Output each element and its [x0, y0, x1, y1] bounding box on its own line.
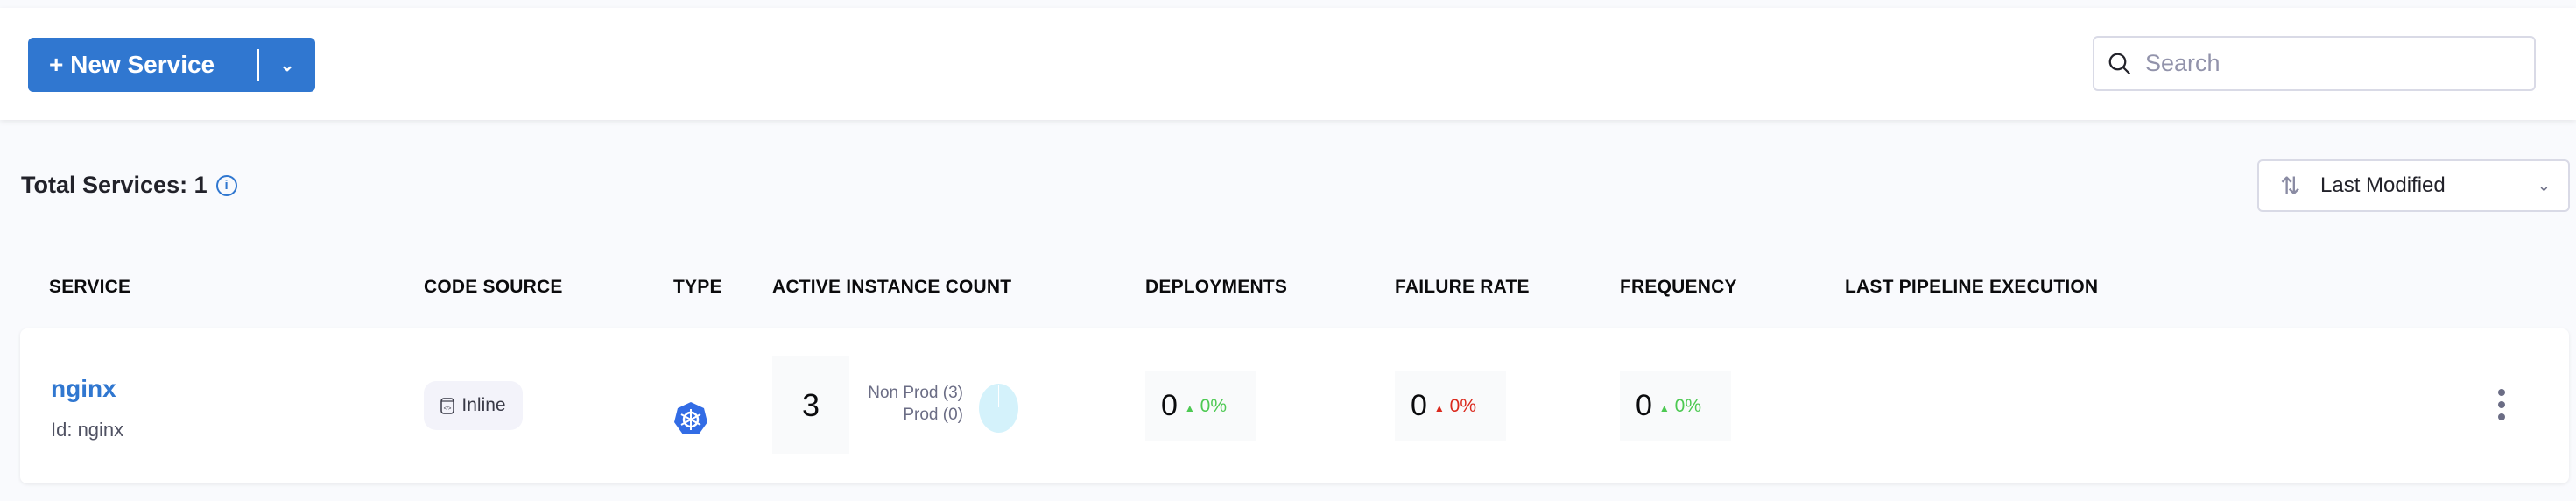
header-active-instance-count: ACTIVE INSTANCE COUNT [772, 277, 1012, 297]
new-service-label: + New Service [49, 51, 215, 78]
table-row[interactable] [20, 328, 2569, 483]
frequency-change: 0% [1674, 395, 1702, 416]
active-instance-count: 3 [772, 356, 849, 454]
search-icon [2108, 53, 2131, 74]
chevron-down-icon[interactable]: ⌄ [279, 55, 295, 75]
sort-label: Last Modified [2320, 173, 2446, 197]
code-source-label: Inline [461, 395, 506, 415]
frequency-metric: 0 ▲ 0% [1620, 371, 1731, 441]
arrow-up-icon: ▲ [1184, 401, 1195, 414]
sort-dropdown[interactable]: ⇅ Last Modified ⌄ [2257, 159, 2570, 212]
service-name-link[interactable]: nginx [51, 375, 116, 402]
header-code-source: CODE SOURCE [424, 277, 563, 297]
environment-breakdown: Non Prod (3) Prod (0) [841, 382, 963, 426]
instance-pie-chart [979, 384, 1018, 433]
svg-text:</>: </> [444, 406, 452, 412]
search-box[interactable] [2093, 36, 2536, 91]
arrow-up-icon: ▲ [1433, 401, 1445, 414]
header-type: TYPE [673, 277, 722, 297]
deployments-value: 0 [1161, 389, 1178, 422]
total-services-label: Total Services: 1 [21, 172, 208, 198]
code-source-badge: </> Inline [424, 381, 523, 430]
new-service-button[interactable]: + New Service ⌄ [28, 38, 315, 92]
header-last-pipeline-execution: LAST PIPELINE EXECUTION [1845, 277, 2099, 297]
header-deployments: DEPLOYMENTS [1145, 277, 1288, 297]
failure-rate-metric: 0 ▲ 0% [1395, 371, 1506, 441]
service-id: Id: nginx [51, 419, 124, 441]
total-services: Total Services: 1 i [21, 172, 237, 199]
sort-icon: ⇅ [2280, 172, 2301, 200]
search-input[interactable] [2145, 50, 2495, 77]
non-prod-count: Non Prod (3) [868, 384, 963, 402]
more-options-icon[interactable] [2495, 389, 2508, 420]
header-service: SERVICE [49, 277, 131, 297]
frequency-value: 0 [1636, 389, 1652, 422]
arrow-up-icon: ▲ [1658, 401, 1670, 414]
header-failure-rate: FAILURE RATE [1395, 277, 1530, 297]
header-frequency: FREQUENCY [1620, 277, 1737, 297]
deployments-metric: 0 ▲ 0% [1145, 371, 1256, 441]
chevron-down-icon: ⌄ [2537, 176, 2551, 194]
failure-rate-change: 0% [1449, 395, 1477, 416]
code-file-icon: </> [440, 398, 455, 414]
divider [257, 49, 259, 81]
failure-rate-value: 0 [1411, 389, 1427, 422]
deployments-change: 0% [1200, 395, 1228, 416]
info-icon[interactable]: i [215, 174, 237, 196]
prod-count: Prod (0) [903, 406, 963, 424]
kubernetes-icon [674, 402, 707, 434]
